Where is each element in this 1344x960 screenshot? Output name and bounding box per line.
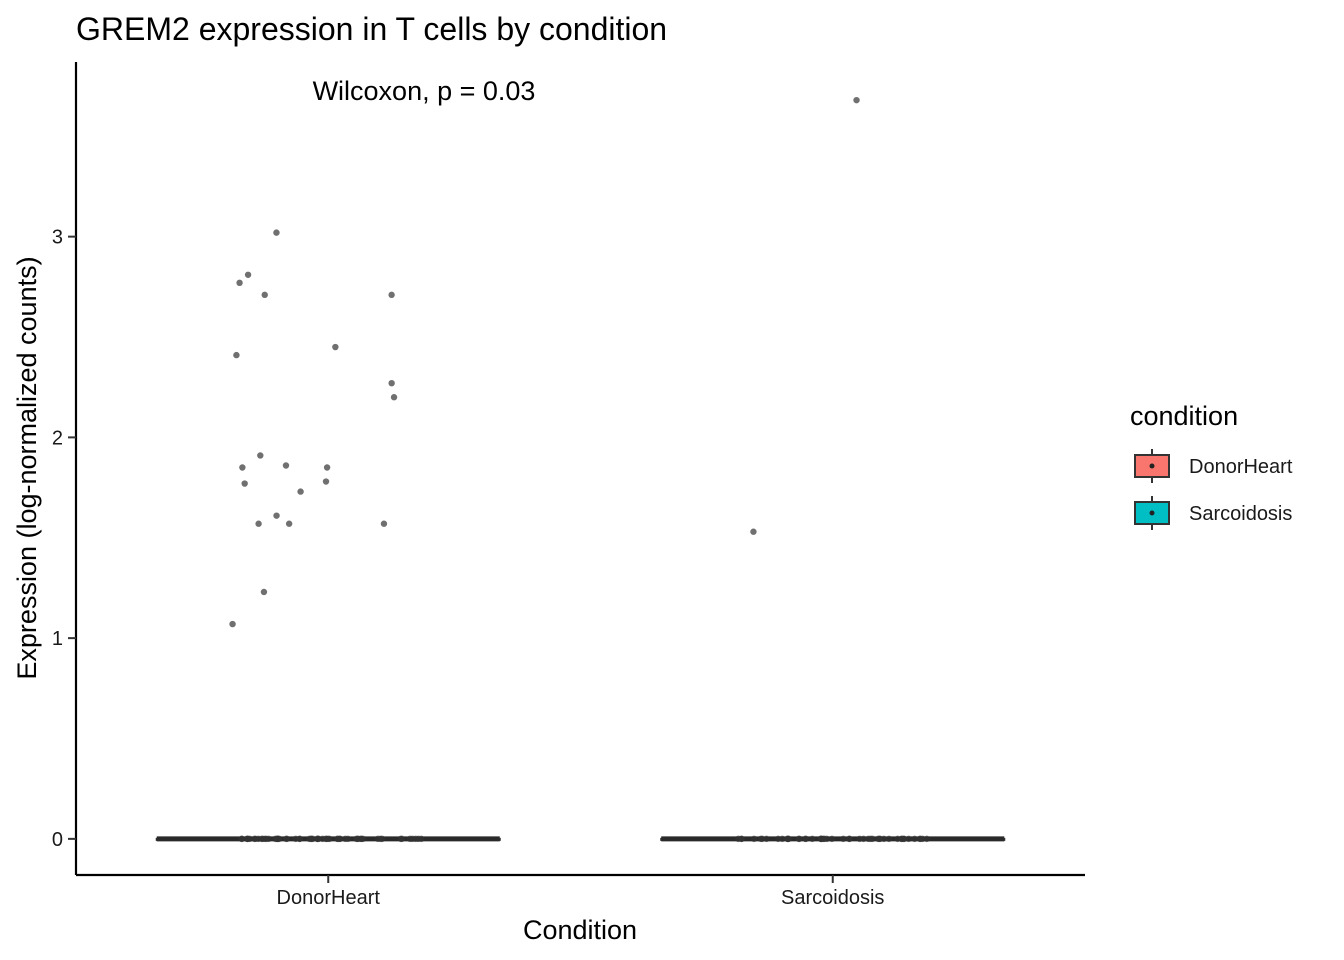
x-tick-label: DonorHeart: [277, 887, 381, 909]
data-point: [738, 835, 745, 843]
y-ticks: 0 1 2 3: [52, 227, 76, 851]
data-point: [244, 271, 252, 278]
data-point: [406, 835, 414, 843]
data-point: [229, 620, 236, 628]
data-point: [238, 835, 245, 843]
legend-item-donorheart: DonorHeart: [1134, 449, 1293, 483]
y-tick-label: 2: [52, 427, 63, 449]
data-point: [233, 351, 240, 359]
plot-area: [155, 96, 1006, 843]
data-point: [297, 488, 304, 495]
data-point: [388, 379, 395, 387]
data-point: [344, 835, 352, 843]
wilcoxon-annotation: Wilcoxon, p = 0.03: [313, 76, 536, 106]
data-point: [809, 835, 816, 843]
data-point: [308, 835, 315, 843]
data-point: [273, 512, 280, 519]
data-point: [241, 480, 248, 487]
data-point: [763, 835, 770, 843]
data-point: [917, 835, 924, 843]
data-point: [885, 835, 893, 843]
data-point: [332, 343, 339, 351]
data-point: [390, 394, 398, 401]
legend-item-sarcoidosis: Sarcoidosis: [1134, 496, 1292, 530]
x-tick-label: Sarcoidosis: [781, 887, 884, 909]
data-point: [374, 835, 382, 843]
data-point: [282, 462, 290, 469]
data-point: [315, 835, 322, 843]
data-point: [750, 528, 757, 535]
chart-title: GREM2 expression in T cells by condition: [76, 11, 667, 47]
data-point: [828, 835, 836, 843]
data-point: [273, 229, 280, 236]
data-point: [260, 588, 268, 596]
data-point: [911, 835, 918, 843]
data-point: [905, 835, 912, 843]
data-point: [334, 835, 341, 843]
data-point: [923, 835, 930, 843]
legend-key-point: [1149, 510, 1155, 516]
legend-entries: DonorHeart Sarcoidosis: [1134, 449, 1293, 530]
data-point: [257, 452, 264, 459]
data-point: [285, 520, 293, 527]
data-point: [236, 279, 243, 287]
data-point: [900, 835, 907, 843]
data-point: [272, 835, 279, 843]
data-point: [846, 835, 853, 843]
x-axis-title: Condition: [523, 915, 637, 945]
data-point: [283, 835, 290, 843]
legend-label: Sarcoidosis: [1189, 503, 1292, 525]
data-point: [398, 835, 406, 843]
data-point: [255, 835, 262, 843]
data-point: [412, 835, 419, 843]
y-tick-label: 1: [52, 628, 63, 650]
data-point: [353, 835, 360, 843]
data-point: [823, 835, 831, 843]
data-point: [261, 291, 268, 299]
y-tick-label: 0: [52, 829, 63, 851]
data-point: [867, 835, 874, 843]
data-point: [359, 835, 367, 843]
data-point: [418, 835, 425, 843]
data-point: [246, 835, 253, 843]
legend-label: DonorHeart: [1189, 456, 1293, 478]
data-point: [388, 291, 395, 299]
legend-key-point: [1149, 463, 1155, 469]
data-point: [757, 835, 765, 843]
data-point: [239, 464, 246, 471]
data-point: [784, 835, 791, 843]
y-tick-label: 3: [52, 227, 63, 249]
data-point: [853, 96, 860, 104]
data-point: [802, 835, 810, 843]
y-axis-title: Expression (log-normalized counts): [12, 256, 42, 679]
data-point: [795, 835, 803, 843]
data-point: [296, 835, 303, 843]
data-point: [255, 520, 262, 527]
data-point: [860, 835, 867, 843]
data-point: [875, 835, 882, 843]
data-point: [322, 478, 330, 485]
data-point: [774, 835, 782, 843]
data-point: [380, 520, 388, 527]
data-point: [750, 835, 758, 843]
data-point: [840, 835, 847, 843]
x-ticks: DonorHeart Sarcoidosis: [277, 875, 884, 909]
legend: condition DonorHeart Sarcoidosis: [1130, 401, 1293, 530]
legend-title: condition: [1130, 401, 1238, 431]
data-point: [323, 464, 331, 471]
